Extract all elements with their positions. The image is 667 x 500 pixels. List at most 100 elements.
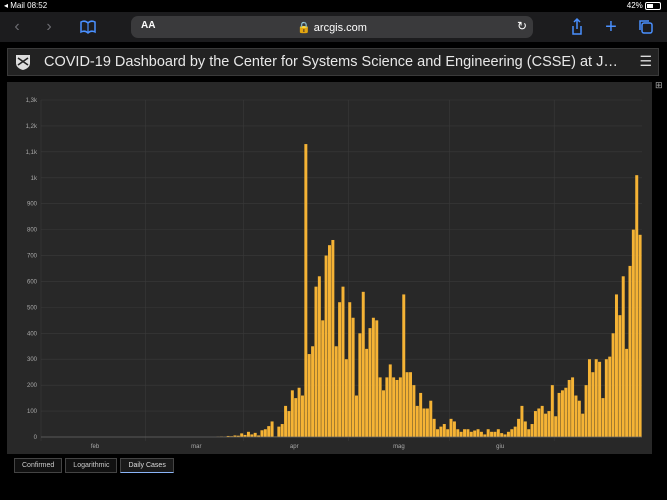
text-size-button[interactable]: AA: [141, 20, 156, 31]
bar[interactable]: [425, 408, 429, 437]
bar[interactable]: [344, 359, 348, 437]
bar[interactable]: [527, 429, 531, 437]
bar[interactable]: [456, 429, 460, 437]
bar[interactable]: [409, 372, 413, 437]
bar[interactable]: [493, 431, 497, 437]
reload-icon[interactable]: ↻: [516, 19, 527, 33]
new-tab-icon[interactable]: +: [605, 16, 617, 38]
bar[interactable]: [226, 435, 230, 437]
bar[interactable]: [321, 320, 325, 437]
bar[interactable]: [338, 302, 342, 437]
bar[interactable]: [382, 390, 385, 437]
bar[interactable]: [317, 276, 321, 437]
bar[interactable]: [628, 265, 632, 437]
expand-icon[interactable]: ⊞: [655, 80, 663, 90]
bar[interactable]: [476, 429, 480, 437]
bar[interactable]: [510, 429, 514, 437]
bar[interactable]: [257, 435, 261, 437]
bar[interactable]: [500, 433, 504, 437]
bar[interactable]: [287, 411, 291, 437]
bar[interactable]: [601, 398, 605, 437]
bar[interactable]: [392, 377, 396, 437]
bar[interactable]: [240, 433, 244, 437]
bar[interactable]: [334, 346, 338, 437]
bar[interactable]: [415, 405, 419, 437]
bar[interactable]: [351, 317, 355, 437]
bar[interactable]: [307, 354, 311, 437]
bar[interactable]: [314, 286, 318, 437]
bar[interactable]: [297, 387, 301, 437]
bar[interactable]: [503, 434, 507, 437]
bar[interactable]: [618, 315, 622, 437]
tabs-icon[interactable]: [635, 16, 657, 38]
bar[interactable]: [517, 418, 521, 437]
bar[interactable]: [594, 359, 598, 437]
back-icon[interactable]: ‹: [14, 18, 20, 35]
bar[interactable]: [419, 392, 423, 437]
bar[interactable]: [263, 429, 267, 437]
bar[interactable]: [260, 430, 264, 437]
bar[interactable]: [442, 424, 446, 437]
bar[interactable]: [432, 418, 436, 437]
bar[interactable]: [398, 377, 402, 437]
bar[interactable]: [581, 413, 585, 437]
bar[interactable]: [290, 390, 294, 437]
bar[interactable]: [250, 434, 254, 437]
address-bar[interactable]: AA 🔒 arcgis.com ↻: [131, 16, 533, 38]
bar[interactable]: [635, 175, 639, 437]
bar[interactable]: [446, 429, 450, 437]
share-icon[interactable]: [566, 16, 588, 38]
bar[interactable]: [284, 405, 288, 437]
bar[interactable]: [554, 416, 558, 437]
bar[interactable]: [621, 276, 625, 437]
bar[interactable]: [412, 385, 416, 437]
bar[interactable]: [486, 429, 490, 437]
bar[interactable]: [236, 435, 240, 437]
bar[interactable]: [327, 245, 331, 437]
bar[interactable]: [608, 356, 612, 437]
bar[interactable]: [422, 408, 426, 437]
bar[interactable]: [267, 426, 271, 437]
bar[interactable]: [311, 346, 315, 437]
bar[interactable]: [439, 426, 443, 437]
bar[interactable]: [233, 435, 237, 437]
bar[interactable]: [540, 405, 544, 437]
bar[interactable]: [246, 431, 250, 437]
bar[interactable]: [483, 434, 487, 437]
bar[interactable]: [479, 431, 483, 437]
bar[interactable]: [355, 395, 358, 437]
bar[interactable]: [530, 424, 534, 437]
bar[interactable]: [324, 255, 328, 437]
bar[interactable]: [490, 431, 494, 437]
bar[interactable]: [564, 387, 568, 437]
bar[interactable]: [243, 434, 247, 437]
bar[interactable]: [473, 430, 477, 437]
bar[interactable]: [598, 361, 602, 437]
bar[interactable]: [544, 413, 548, 437]
bar[interactable]: [638, 234, 642, 437]
bar[interactable]: [547, 411, 551, 437]
bar[interactable]: [378, 377, 382, 437]
bar[interactable]: [277, 426, 281, 437]
tab-logarithmic[interactable]: Logarithmic: [65, 458, 118, 473]
bar[interactable]: [571, 377, 575, 437]
bar[interactable]: [459, 431, 463, 437]
bar[interactable]: [591, 372, 595, 437]
bar[interactable]: [405, 372, 409, 437]
bar[interactable]: [331, 239, 335, 437]
bar[interactable]: [496, 429, 500, 437]
bar[interactable]: [537, 408, 541, 437]
bar[interactable]: [557, 392, 561, 437]
bar[interactable]: [368, 328, 372, 437]
tab-daily-cases[interactable]: Daily Cases: [120, 458, 174, 473]
bar[interactable]: [469, 431, 473, 437]
bar[interactable]: [253, 432, 257, 437]
bar[interactable]: [429, 400, 433, 437]
bar[interactable]: [388, 364, 392, 437]
bar[interactable]: [375, 320, 379, 437]
hamburger-menu-icon[interactable]: ☰: [639, 53, 652, 69]
bar[interactable]: [436, 429, 440, 437]
bar[interactable]: [463, 429, 467, 437]
bar[interactable]: [631, 229, 635, 437]
bar[interactable]: [506, 431, 510, 437]
